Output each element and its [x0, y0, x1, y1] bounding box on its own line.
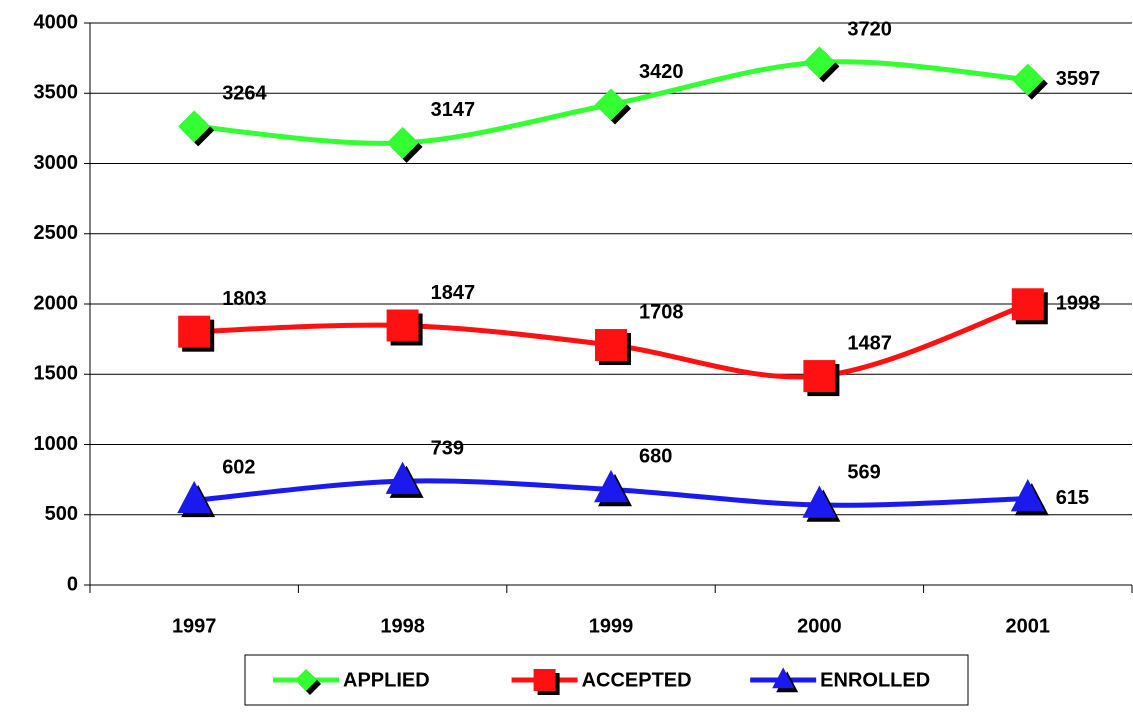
y-tick-label: 2000: [34, 292, 79, 314]
data-label: 602: [222, 457, 255, 479]
point-marker-shape: [1011, 288, 1044, 321]
point-marker: [1011, 288, 1048, 325]
point-marker-shape: [178, 315, 211, 348]
data-label: 1847: [431, 282, 476, 304]
x-tick-label: 2001: [1006, 615, 1051, 637]
legend-marker-shape: [295, 669, 317, 691]
data-label: 3147: [431, 99, 476, 121]
point-marker-shape: [386, 126, 419, 159]
point-marker-shape: [385, 461, 420, 494]
y-tick-label: 2500: [34, 222, 79, 244]
point-marker-shape: [1010, 479, 1045, 512]
point-marker: [594, 469, 632, 507]
point-marker: [803, 360, 840, 397]
legend-marker: [772, 667, 799, 693]
legend-marker-shape: [533, 669, 556, 691]
data-label: 569: [847, 461, 880, 483]
legend-label: APPLIED: [343, 669, 430, 691]
point-marker: [595, 88, 631, 125]
legend-marker: [533, 669, 560, 695]
point-marker-shape: [595, 88, 627, 121]
point-marker: [803, 46, 840, 83]
point-marker: [178, 315, 215, 352]
x-tick-label: 1999: [589, 615, 634, 637]
point-marker-shape: [178, 110, 211, 143]
legend-marker: [295, 669, 321, 695]
y-tick-label: 1500: [34, 363, 79, 385]
data-label: 1803: [222, 288, 267, 310]
data-label: 615: [1056, 487, 1089, 509]
point-marker-shape: [594, 469, 628, 503]
legend-box: [244, 654, 969, 706]
y-tick-label: 4000: [34, 11, 79, 33]
data-label: 1708: [639, 301, 684, 323]
data-label: 3264: [222, 83, 267, 105]
point-marker: [1010, 479, 1049, 516]
point-marker: [1011, 63, 1048, 100]
x-tick-label: 1998: [380, 615, 425, 637]
y-tick-label: 3500: [34, 82, 79, 104]
data-label: 3720: [847, 19, 892, 41]
data-label: 739: [431, 437, 464, 459]
data-label: 1998: [1056, 293, 1101, 315]
data-label: 1487: [847, 332, 892, 354]
y-tick-label: 3000: [34, 152, 79, 174]
legend-label: ACCEPTED: [582, 669, 692, 691]
point-marker: [595, 329, 631, 366]
point-marker-shape: [595, 329, 627, 362]
point-marker: [385, 461, 424, 498]
y-tick-label: 500: [45, 503, 78, 525]
point-marker-shape: [803, 360, 836, 393]
y-tick-label: 1000: [34, 433, 79, 455]
legend-label: ENROLLED: [820, 669, 930, 691]
point-marker: [386, 126, 423, 163]
x-tick-label: 2000: [797, 615, 842, 637]
point-marker-shape: [1011, 63, 1044, 96]
point-marker-shape: [803, 46, 836, 79]
data-label: 3420: [639, 61, 684, 83]
y-tick-label: 0: [67, 573, 78, 595]
x-tick-label: 1997: [172, 615, 217, 637]
point-marker: [177, 480, 216, 518]
point-marker-shape: [802, 485, 837, 518]
point-marker-shape: [177, 480, 212, 514]
point-marker: [178, 110, 215, 147]
point-marker: [386, 309, 423, 346]
point-marker-shape: [386, 309, 419, 342]
point-marker: [802, 485, 841, 522]
legend-marker-shape: [772, 667, 795, 689]
data-label: 3597: [1056, 68, 1101, 90]
data-label: 680: [639, 446, 672, 468]
